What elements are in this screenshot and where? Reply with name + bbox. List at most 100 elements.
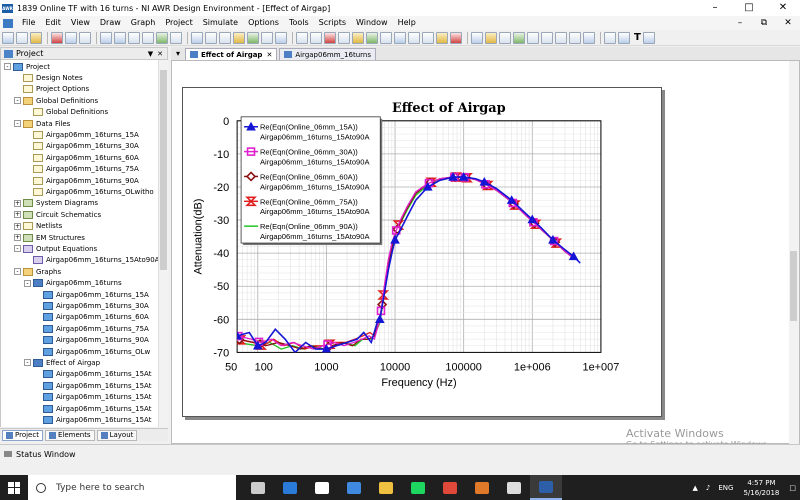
tree-item[interactable]: Airgap06mm_16turns_15Ato90A — [24, 255, 158, 266]
toolbar-button-17[interactable] — [261, 31, 273, 44]
taskbar-matlab-icon[interactable] — [466, 475, 498, 500]
menu-project[interactable]: Project — [165, 18, 193, 27]
tree-item[interactable]: Airgap06mm_16turns_15A — [24, 129, 139, 140]
toolbar-button-4[interactable] — [65, 31, 77, 44]
minimize-button[interactable]: – — [712, 2, 718, 13]
toolbar-button-34[interactable] — [513, 31, 525, 44]
toolbar-button-30[interactable] — [450, 31, 462, 44]
menu-draw[interactable]: Draw — [99, 18, 121, 27]
tree-item[interactable]: + System Diagrams — [14, 198, 98, 209]
toolbar-button-37[interactable] — [555, 31, 567, 44]
toolbar-button-18[interactable] — [275, 31, 287, 44]
toolbar-button-42[interactable] — [642, 31, 655, 44]
toolbar-button-23[interactable] — [352, 31, 364, 44]
toolbar-button-35[interactable] — [527, 31, 539, 44]
menu-tools[interactable]: Tools — [288, 18, 309, 27]
taskbar-mail-icon[interactable] — [498, 475, 530, 500]
toolbar-button-21[interactable] — [324, 31, 336, 44]
menu-scripts[interactable]: Scripts — [318, 18, 347, 27]
toolbar-button-26[interactable] — [394, 31, 406, 44]
expander-icon[interactable]: + — [14, 199, 21, 207]
toolbar-button-14[interactable] — [219, 31, 231, 44]
tree-item[interactable]: + Circuit Schematics — [14, 209, 101, 220]
menu-edit[interactable]: Edit — [45, 18, 61, 27]
doc-tab[interactable]: Airgap06mm_16turns — [279, 48, 376, 60]
expander-icon[interactable]: - — [24, 359, 31, 367]
chart[interactable]: Effect of Airgap 0 -10 -20 -30 -40 -50 -60 -70 50… — [182, 87, 662, 417]
doc-restore-button[interactable]: ⧉ — [760, 18, 768, 28]
legend[interactable]: Re(Eqn(Online_06mm_15A))Airgap06mm_16tur… — [240, 116, 383, 246]
clock[interactable]: 4:57 PM 5/16/2018 — [743, 478, 779, 498]
volume-icon[interactable]: ♪ — [705, 483, 711, 492]
toolbar-button-15[interactable] — [233, 31, 245, 44]
toolbar-button-39[interactable] — [583, 31, 595, 44]
start-button[interactable] — [0, 475, 28, 500]
tab-list-icon[interactable]: ▾ — [175, 49, 180, 58]
toolbar-button-5[interactable] — [79, 31, 91, 44]
panel-tab-layout[interactable]: Layout — [96, 429, 138, 441]
toolbar-button-33[interactable] — [499, 31, 511, 44]
toolbar-button-1[interactable] — [16, 31, 28, 44]
taskbar-spotify-icon[interactable] — [402, 475, 434, 500]
tree-item[interactable]: Design Notes — [14, 72, 83, 83]
tree-item[interactable]: - Project — [4, 61, 50, 72]
toolbar-button-28[interactable] — [422, 31, 434, 44]
toolbar-button-12[interactable] — [191, 31, 203, 44]
doc-tab[interactable]: Effect of Airgap ✕ — [185, 48, 278, 60]
toolbar-button-22[interactable] — [338, 31, 350, 44]
tree-item[interactable]: Airgap06mm_16turns_15At — [34, 369, 151, 380]
toolbar-button-8[interactable] — [128, 31, 140, 44]
taskbar-edge-icon[interactable] — [274, 475, 306, 500]
tree-item[interactable]: + EM Structures — [14, 232, 85, 243]
expander-icon[interactable]: - — [14, 245, 21, 253]
menu-simulate[interactable]: Simulate — [202, 18, 239, 27]
tree-item[interactable]: - Global Definitions — [14, 95, 98, 106]
toolbar-button-40[interactable] — [604, 31, 616, 44]
toolbar-button-27[interactable] — [408, 31, 420, 44]
panel-tab-elements[interactable]: Elements — [44, 429, 95, 441]
menu-options[interactable]: Options — [248, 18, 279, 27]
tree-item[interactable]: - Graphs — [14, 266, 61, 277]
graph-scroll-thumb[interactable] — [790, 251, 797, 321]
menu-help[interactable]: Help — [397, 18, 416, 27]
tree-item[interactable]: Airgap06mm_16turns_90A — [24, 175, 139, 186]
toolbar-button-20[interactable] — [310, 31, 322, 44]
tree-item[interactable]: Airgap06mm_16turns_15At — [34, 414, 151, 425]
menu-file[interactable]: File — [22, 18, 36, 27]
expander-icon[interactable]: - — [4, 63, 11, 70]
tree-item[interactable]: - Effect of Airgap — [24, 357, 100, 368]
tree-item[interactable]: Airgap06mm_16turns_60A — [34, 312, 149, 323]
taskbar-dropbox-icon[interactable] — [338, 475, 370, 500]
tree-item[interactable]: Global Definitions — [24, 107, 108, 118]
tree-item[interactable]: Airgap06mm_16turns_90A — [34, 335, 149, 346]
tree-item[interactable]: Airgap06mm_16turns_15At — [34, 392, 151, 403]
text-tool-button[interactable]: T — [634, 32, 641, 43]
network-icon[interactable]: ▲ — [692, 483, 698, 492]
tree-item[interactable]: - Airgap06mm_16turns — [24, 278, 122, 289]
tree-item[interactable]: Airgap06mm_16turns_30A — [24, 141, 139, 152]
tree-item[interactable]: Airgap06mm_16turns_15At — [34, 380, 151, 391]
toolbar-button-25[interactable] — [380, 31, 392, 44]
toolbar-button-41[interactable] — [618, 31, 630, 44]
expander-icon[interactable]: - — [14, 268, 21, 276]
toolbar-button-13[interactable] — [205, 31, 217, 44]
close-button[interactable]: ✕ — [778, 2, 788, 13]
expander-icon[interactable]: + — [14, 234, 21, 241]
panel-close-icon[interactable]: ✕ — [157, 49, 163, 58]
toolbar-button-19[interactable] — [296, 31, 308, 44]
panel-tab-project[interactable]: Project — [2, 429, 43, 441]
toolbar-button-0[interactable] — [2, 31, 14, 44]
expander-icon[interactable]: - — [14, 120, 21, 127]
tree-scrollbar[interactable] — [158, 60, 168, 427]
toolbar-button-3[interactable] — [51, 31, 63, 44]
tree-item[interactable]: Airgap06mm_16turns_60A — [24, 152, 139, 163]
taskbar-chrome-icon[interactable] — [434, 475, 466, 500]
toolbar-button-2[interactable] — [30, 31, 42, 44]
toolbar-button-9[interactable] — [142, 31, 154, 44]
tree-item[interactable]: Airgap06mm_16turns_OLwitho — [24, 186, 154, 197]
tree-item[interactable]: - Data Files — [14, 118, 70, 129]
language-indicator[interactable]: ENG — [718, 483, 734, 492]
tab-close-icon[interactable]: ✕ — [266, 50, 273, 59]
toolbar-button-10[interactable] — [156, 31, 168, 44]
toolbar-button-31[interactable] — [471, 31, 483, 44]
